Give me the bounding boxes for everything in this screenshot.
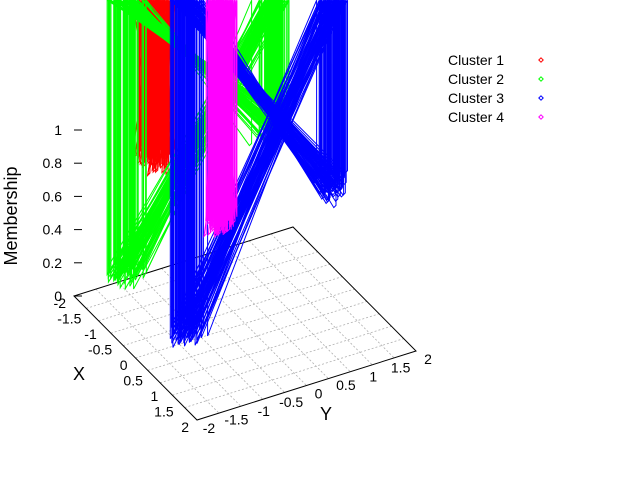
legend-marker: [538, 114, 544, 120]
data-point: [171, 0, 344, 344]
grid-line: [270, 233, 395, 359]
y-axis-label: Y: [320, 404, 332, 424]
data-point: [123, 0, 266, 265]
z-tick-label: 0.8: [43, 155, 63, 171]
y-tick-label: -1.5: [224, 411, 248, 427]
legend-label: Cluster 2: [448, 71, 504, 87]
y-tick-label: -2: [203, 420, 216, 436]
grid-line: [139, 275, 263, 400]
membership-axis: 0 0.2 0.4 0.6 0.8 1: [43, 122, 82, 304]
x-tick-label: 0: [120, 357, 128, 373]
y-axis-ticks: -2 -1.5 -1 -0.5 0 0.5 1 1.5 2: [203, 351, 432, 436]
x-axis-label: X: [73, 364, 85, 384]
x-tick-label: 1: [150, 388, 158, 404]
grid-line: [172, 325, 392, 396]
y-tick-label: 0.5: [336, 377, 356, 393]
y-tick-label: -1: [258, 403, 271, 419]
data-point: [200, 0, 339, 338]
grid-line: [117, 281, 242, 407]
data-point: [192, 0, 328, 328]
series-4-points: [203, 0, 238, 239]
x-tick-label: -1: [84, 326, 97, 342]
data-point: [178, 0, 346, 345]
y-tick-label: 1: [369, 368, 377, 384]
z-tick-label: 0.2: [43, 255, 63, 271]
z-tick-label: 0: [54, 288, 62, 304]
legend-label: Cluster 3: [448, 90, 504, 106]
legend-label: Cluster 4: [448, 109, 504, 125]
y-tick-label: 0: [315, 386, 323, 402]
y-tick-label: 1.5: [391, 360, 411, 376]
series-3-points: [169, 0, 349, 348]
data-point: [185, 0, 334, 334]
z-tick-label: 1: [54, 122, 62, 138]
legend-marker: [538, 57, 544, 63]
grid-line: [95, 288, 220, 414]
data-point: [218, 0, 226, 227]
z-tick-label: 0.4: [43, 222, 63, 238]
z-tick-label: 0.6: [43, 188, 63, 204]
x-tick-label: -2: [54, 295, 67, 311]
data-point: [172, 0, 329, 329]
data-point: [177, 0, 345, 345]
z-axis-label: Membership: [1, 166, 21, 265]
grid-line: [248, 240, 373, 366]
x-tick-label: 0.5: [123, 373, 143, 389]
data-point: [199, 0, 330, 330]
x-tick-label: 1.5: [154, 404, 174, 420]
data-points: [106, 0, 349, 348]
grid-line: [135, 288, 355, 359]
x-tick-label: -0.5: [88, 342, 112, 358]
x-tick-label: 2: [181, 419, 189, 435]
y-tick-label: 2: [424, 351, 432, 367]
legend-marker: [538, 76, 544, 82]
data-point: [184, 0, 331, 331]
grid-line: [227, 247, 351, 372]
data-point: [215, 0, 224, 224]
legend-marker: [538, 95, 544, 101]
x-axis-ticks: -2-1.5-1-0.5 00.5 11.5 2: [54, 295, 190, 435]
data-point: [191, 0, 336, 335]
legend-label: Cluster 1: [448, 52, 504, 68]
data-point: [190, 0, 343, 343]
y-tick-label: -0.5: [279, 394, 303, 410]
legend: Cluster 1 Cluster 2 Cluster 3 Cluster 4: [448, 52, 544, 125]
x-tick-label: -1.5: [57, 311, 81, 327]
